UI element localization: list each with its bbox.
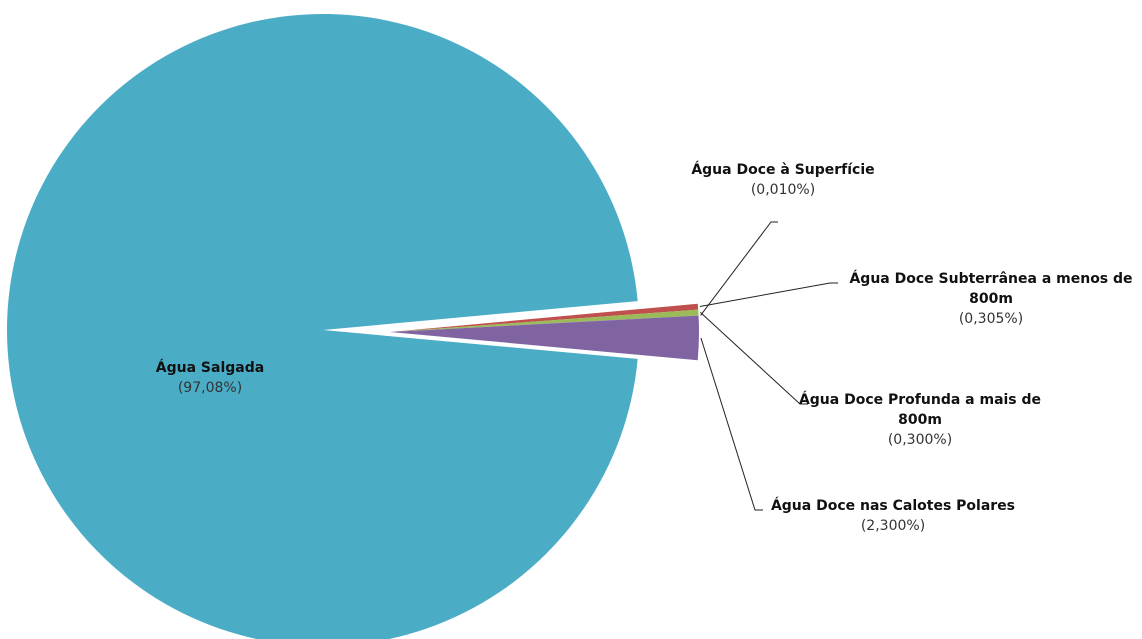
- label-profunda: Água Doce Profunda a mais de 800m (0,300%): [799, 391, 1041, 448]
- slice-calotes-polares: [390, 315, 700, 361]
- label-agua-salgada: Água Salgada (97,08%): [156, 359, 264, 396]
- leader-line: [700, 312, 808, 405]
- leader-line: [699, 282, 838, 308]
- leader-line: [700, 337, 763, 511]
- slice-value-text: (2,300%): [861, 518, 925, 534]
- slice-labels: Água Salgada (97,08%) Água Doce à Superfíc…: [156, 161, 1133, 534]
- slice-value-text: (0,305%): [959, 311, 1023, 327]
- slice-name-text: 800m: [898, 412, 942, 428]
- slice-subterranea: [390, 303, 699, 332]
- slice-profunda: [390, 309, 699, 332]
- slice-name-text: Água Doce Profunda a mais de: [799, 391, 1041, 408]
- label-subterranea: Água Doce Subterrânea a menos de 800m (0,3…: [849, 270, 1132, 327]
- label-superficie: Água Doce à Superfície (0,010%): [691, 161, 874, 198]
- slice-value-text: (97,08%): [178, 380, 242, 396]
- slice-name-text: 800m: [969, 291, 1013, 307]
- slice-name-text: Água Doce à Superfície: [691, 161, 874, 178]
- slice-value-text: (0,300%): [888, 432, 952, 448]
- slice-value-text: (0,010%): [751, 182, 815, 198]
- leader-lines: [699, 221, 838, 511]
- slice-name-text: Água Doce nas Calotes Polares: [771, 497, 1015, 514]
- slice-agua-salgada: [7, 14, 638, 639]
- slice-name-text: Água Doce Subterrânea a menos de: [849, 270, 1132, 287]
- leader-line: [700, 221, 778, 316]
- label-calotes-polares: Água Doce nas Calotes Polares (2,300%): [771, 497, 1015, 534]
- slice-name-text: Água Salgada: [156, 359, 264, 376]
- slice-superficie: [390, 315, 699, 332]
- pie-slices: [7, 14, 700, 639]
